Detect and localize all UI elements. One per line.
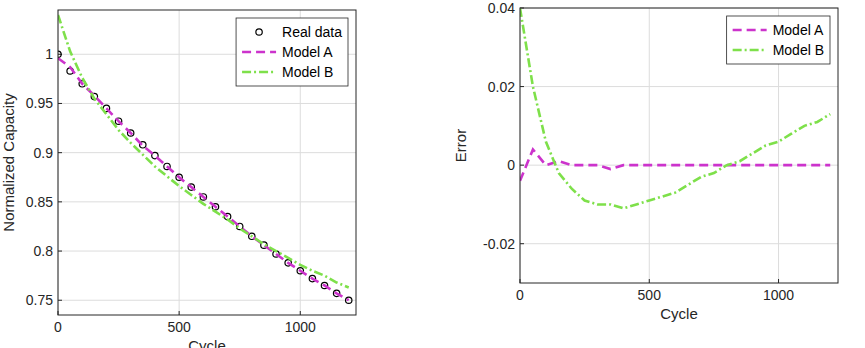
legend: Real data Model A Model B [236,18,348,86]
tick-label: 500 [638,287,662,303]
legend-swatch [733,29,767,32]
tick-label: 1000 [285,319,316,335]
legend-box [727,16,830,64]
tick-label: 0 [507,157,515,173]
tick-label: 1000 [763,287,794,303]
x-axis-label: Cycle [660,305,698,322]
data-group [520,8,830,208]
grid-line [58,300,356,301]
tick [179,311,180,315]
y-axis-label: Error [452,129,469,162]
plot-background [520,8,838,283]
grid-line [58,201,356,202]
tick-label: 0.8 [34,243,54,259]
tick [58,103,62,104]
legend-label: Model B [282,64,333,80]
tick [58,300,62,301]
tick [300,311,301,315]
tick [58,251,62,252]
legend: Model A Model B [727,16,830,64]
series-line [520,149,830,180]
tick-label: 0.75 [26,292,53,308]
grid-line [179,10,180,315]
series-line [520,8,830,208]
axes-frame [520,8,838,283]
axes: 0 500 1000 0.75 0.8 0.85 0.9 0.95 1 Cycle Normaliz… [0,10,356,348]
tick-label: 0.95 [26,95,53,111]
tick-label: 0.04 [488,0,515,16]
grid-line [520,243,838,244]
tick-label: 0 [54,319,62,335]
tick [649,279,650,283]
tick-label: 0 [516,287,524,303]
tick [520,243,524,244]
tick [58,201,62,202]
legend-swatch [733,49,767,52]
tick-label: 0.02 [488,79,515,95]
tick [778,279,779,283]
axes: 05001000-0.0200.020.04CycleErrorModel AM… [452,0,838,322]
series-line [58,58,349,300]
legend-swatch [242,51,276,54]
y-axis-label: Normalized Capacity [0,93,17,232]
tick-label: -0.02 [483,236,515,252]
legend-label: Model A [773,22,824,38]
grid-line [520,86,838,87]
x-axis-label: Cycle [188,337,226,348]
figure: 0 500 1000 0.75 0.8 0.85 0.9 0.95 1 Cycle Normaliz… [0,0,865,348]
grid-line [58,251,356,252]
tick-label: 1 [45,46,53,62]
tick-label: 0.85 [26,194,53,210]
legend-swatch [256,29,262,35]
legend-label: Model A [282,44,333,60]
legend-box [236,18,348,86]
legend-swatch [242,71,276,74]
grid-line [58,152,356,153]
tick [520,165,524,166]
legend-label: Model B [773,42,824,58]
series-line [58,15,349,288]
grid-line [649,8,650,283]
tick [520,86,524,87]
plot-background [58,10,356,315]
data-group [58,15,352,304]
tick-label: 0.9 [34,145,54,161]
axes-frame [58,10,356,315]
tick-label: 500 [167,319,191,335]
tick [58,152,62,153]
legend-label: Real data [282,24,342,40]
